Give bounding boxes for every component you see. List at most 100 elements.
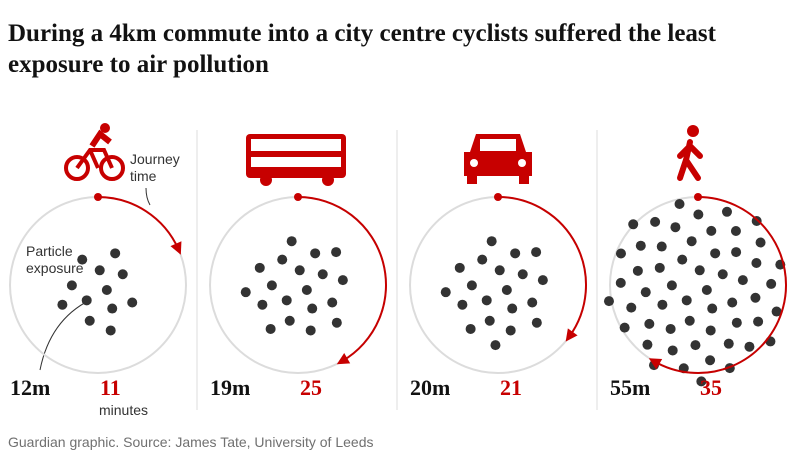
time-arc	[497, 196, 587, 338]
particle-dot	[505, 325, 516, 336]
arc-arrow	[170, 241, 182, 255]
particle-dot	[751, 258, 762, 269]
particle-dot	[77, 254, 88, 265]
particle-dot	[284, 315, 295, 326]
particle-dot	[644, 318, 655, 329]
particle-dot	[484, 315, 495, 326]
particle-dot	[466, 280, 477, 291]
particle-dot	[750, 292, 761, 303]
particle-dot	[744, 341, 755, 352]
particle-dot	[707, 303, 718, 314]
particle-dot	[494, 265, 505, 276]
particle-dot	[331, 317, 342, 328]
particle-dot	[730, 225, 741, 236]
particle-dot	[277, 254, 288, 265]
arc-start	[294, 193, 302, 201]
particle-dot	[677, 254, 688, 265]
particle-dot	[240, 287, 251, 298]
particle-dot	[531, 247, 542, 258]
particle-dot	[337, 275, 348, 286]
particle-dot	[705, 355, 716, 366]
particle-dot	[667, 345, 678, 356]
particle-dot	[486, 236, 497, 247]
particle-dot	[66, 280, 77, 291]
particle-dot	[454, 262, 465, 273]
walker-icon	[677, 125, 703, 181]
particle-dot	[766, 278, 777, 289]
particle-dot	[307, 303, 318, 314]
arc-start	[94, 193, 102, 201]
particle-dot	[331, 247, 342, 258]
arc-arrow	[565, 328, 578, 342]
particle-dot	[265, 323, 276, 334]
callout-line	[39, 299, 91, 371]
particle-dot	[507, 303, 518, 314]
particle-dot	[690, 340, 701, 351]
time-arc	[653, 196, 787, 374]
particle-dot	[628, 219, 639, 230]
callout-line	[145, 187, 151, 206]
particle-dot	[632, 265, 643, 276]
particle-dot	[117, 269, 128, 280]
time-label: 11	[100, 375, 121, 400]
particle-dot	[626, 302, 637, 313]
particle-dot	[327, 297, 338, 308]
time-arc	[297, 196, 387, 363]
particle-dot	[510, 248, 521, 259]
particle-label: 55m	[610, 375, 650, 400]
particle-label: 12m	[10, 375, 50, 400]
particle-dot	[731, 317, 742, 328]
particle-dot	[706, 225, 717, 236]
particle-dot	[765, 336, 776, 347]
particle-dot	[753, 316, 764, 327]
particle-dot	[317, 269, 328, 280]
particle-dot	[477, 254, 488, 265]
particle-dot	[619, 322, 630, 333]
particle-dot	[731, 247, 742, 258]
particle-dot	[603, 296, 614, 307]
particle-dot	[696, 376, 707, 387]
particle-dot	[701, 285, 712, 295]
car-icon	[464, 134, 532, 184]
arc-arrow	[648, 358, 663, 370]
particle-dot	[670, 222, 681, 233]
particle-dot	[615, 277, 626, 288]
particle-dot	[686, 236, 697, 247]
particle-dot	[717, 269, 728, 280]
particle-dot	[294, 265, 305, 276]
particle-dot	[481, 295, 492, 306]
particle-dot	[694, 265, 705, 276]
particle-dot	[642, 339, 653, 350]
particle-label: 19m	[210, 375, 250, 400]
particle-dot	[81, 295, 92, 306]
dividers	[196, 130, 598, 410]
particle-dot	[727, 297, 738, 308]
particle-dot	[615, 248, 626, 259]
particle-dot	[650, 216, 661, 227]
particle-dot	[710, 248, 721, 259]
particle-dot	[737, 275, 748, 286]
particle-dot	[465, 323, 476, 334]
particle-dot	[101, 285, 112, 295]
particle-dot	[723, 338, 734, 349]
arc-start	[694, 193, 702, 201]
bus-icon	[246, 134, 346, 186]
particle-dot	[457, 299, 468, 310]
time-label: 25	[300, 375, 322, 400]
particle-dot	[527, 297, 538, 308]
particle-dot	[654, 262, 665, 273]
bike-icon	[64, 123, 125, 181]
particle-dot	[257, 299, 268, 310]
particle-dot	[681, 295, 692, 306]
time-label: 35	[700, 375, 722, 400]
particle-dot	[684, 315, 695, 326]
annotation: Particle exposure	[26, 243, 84, 276]
particle-dot	[705, 325, 716, 336]
particle-dot	[84, 315, 95, 326]
particle-dot	[656, 241, 667, 252]
particle-dot	[286, 236, 297, 247]
particle-dot	[310, 248, 321, 259]
annotation: Journey time	[130, 151, 180, 184]
particle-label: 20m	[410, 375, 450, 400]
